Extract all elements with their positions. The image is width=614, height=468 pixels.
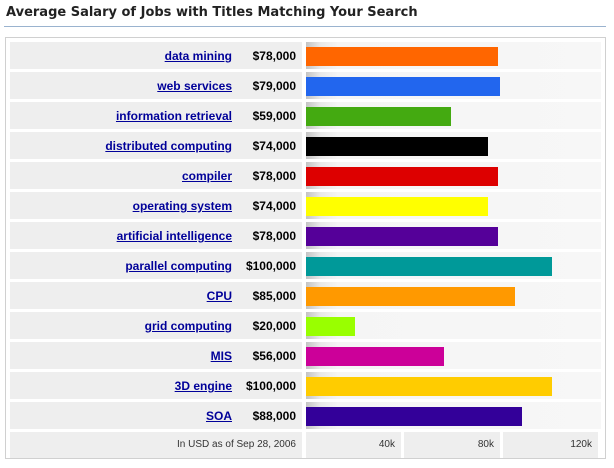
category-link-data-mining[interactable]: data mining bbox=[164, 49, 232, 63]
chart-frame: data mining $78,000 web services $79,000 inf… bbox=[5, 37, 606, 459]
bar-operating-system bbox=[306, 197, 488, 216]
row-label-cell: SOA $88,000 bbox=[10, 402, 302, 429]
x-tick-label: 80k bbox=[477, 439, 494, 450]
bar-compiler bbox=[306, 167, 498, 186]
row-label-cell: information retrieval $59,000 bbox=[10, 102, 302, 129]
bar-track bbox=[306, 342, 601, 369]
salary-value-label: $100,000 bbox=[245, 259, 296, 273]
salary-value-label: $85,000 bbox=[252, 289, 296, 303]
title-divider bbox=[4, 26, 606, 27]
salary-value-label: $78,000 bbox=[252, 169, 296, 183]
bar-track bbox=[306, 372, 601, 399]
category-link-3d-engine[interactable]: 3D engine bbox=[174, 379, 232, 393]
bar-track bbox=[306, 72, 601, 99]
category-link-artificial-intelligence[interactable]: artificial intelligence bbox=[116, 229, 232, 243]
category-link-information-retrieval[interactable]: information retrieval bbox=[115, 109, 232, 123]
bar-grid-computing bbox=[306, 317, 355, 336]
bar-parallel-computing bbox=[306, 257, 552, 276]
bar-row-parallel-computing: parallel computing $100,000 bbox=[10, 252, 601, 279]
row-label-cell: web services $79,000 bbox=[10, 72, 302, 99]
bar-row-3d-engine: 3D engine $100,000 bbox=[10, 372, 601, 399]
bar-row-data-mining: data mining $78,000 bbox=[10, 42, 601, 69]
category-link-cpu[interactable]: CPU bbox=[206, 289, 232, 303]
chart-title: Average Salary of Jobs with Titles Match… bbox=[6, 5, 418, 20]
category-link-operating-system[interactable]: operating system bbox=[132, 199, 232, 213]
bar-row-compiler: compiler $78,000 bbox=[10, 162, 601, 189]
bar-artificial-intelligence bbox=[306, 227, 498, 246]
salary-value-label: $20,000 bbox=[252, 319, 296, 333]
row-label-cell: data mining $78,000 bbox=[10, 42, 302, 69]
x-tick-label: 40k bbox=[378, 439, 395, 450]
salary-value-label: $78,000 bbox=[252, 229, 296, 243]
salary-value-label: $88,000 bbox=[252, 409, 296, 423]
salary-value-label: $56,000 bbox=[252, 349, 296, 363]
bar-web-services bbox=[306, 77, 500, 96]
category-link-distributed-computing[interactable]: distributed computing bbox=[105, 139, 232, 153]
bar-row-soa: SOA $88,000 bbox=[10, 402, 601, 429]
category-link-soa[interactable]: SOA bbox=[205, 409, 232, 423]
category-link-grid-computing[interactable]: grid computing bbox=[144, 319, 232, 333]
x-tick-cell: 80k bbox=[404, 432, 500, 458]
x-tick-cell: 120k bbox=[503, 432, 598, 458]
bar-row-web-services: web services $79,000 bbox=[10, 72, 601, 99]
bar-row-artificial-intelligence: artificial intelligence $78,000 bbox=[10, 222, 601, 249]
bar-track bbox=[306, 132, 601, 159]
bar-track bbox=[306, 222, 601, 249]
category-link-web-services[interactable]: web services bbox=[157, 79, 232, 93]
bar-track bbox=[306, 42, 601, 69]
footnote-text: In USD as of Sep 28, 2006 bbox=[177, 439, 296, 450]
bar-row-mis: MIS $56,000 bbox=[10, 342, 601, 369]
category-link-mis[interactable]: MIS bbox=[210, 349, 232, 363]
row-label-cell: operating system $74,000 bbox=[10, 192, 302, 219]
x-tick-cell: 40k bbox=[306, 432, 401, 458]
bar-distributed-computing bbox=[306, 137, 488, 156]
bar-mis bbox=[306, 347, 444, 366]
bar-row-distributed-computing: distributed computing $74,000 bbox=[10, 132, 601, 159]
salary-value-label: $100,000 bbox=[245, 379, 296, 393]
bar-3d-engine bbox=[306, 377, 552, 396]
bar-track bbox=[306, 162, 601, 189]
row-label-cell: MIS $56,000 bbox=[10, 342, 302, 369]
footnote-cell: In USD as of Sep 28, 2006 bbox=[10, 432, 302, 458]
salary-value-label: $74,000 bbox=[252, 139, 296, 153]
salary-value-label: $74,000 bbox=[252, 199, 296, 213]
bar-row-cpu: CPU $85,000 bbox=[10, 282, 601, 309]
bar-information-retrieval bbox=[306, 107, 451, 126]
bar-track bbox=[306, 102, 601, 129]
bar-track bbox=[306, 282, 601, 309]
salary-value-label: $59,000 bbox=[252, 109, 296, 123]
bar-track bbox=[306, 312, 601, 339]
salary-value-label: $78,000 bbox=[252, 49, 296, 63]
row-label-cell: distributed computing $74,000 bbox=[10, 132, 302, 159]
category-link-parallel-computing[interactable]: parallel computing bbox=[125, 259, 232, 273]
row-label-cell: CPU $85,000 bbox=[10, 282, 302, 309]
category-link-compiler[interactable]: compiler bbox=[181, 169, 232, 183]
bar-row-information-retrieval: information retrieval $59,000 bbox=[10, 102, 601, 129]
bar-track bbox=[306, 402, 601, 429]
bar-data-mining bbox=[306, 47, 498, 66]
bar-track bbox=[306, 192, 601, 219]
row-label-cell: artificial intelligence $78,000 bbox=[10, 222, 302, 249]
row-label-cell: parallel computing $100,000 bbox=[10, 252, 302, 279]
bar-cpu bbox=[306, 287, 515, 306]
x-tick-label: 120k bbox=[570, 439, 592, 450]
bar-row-grid-computing: grid computing $20,000 bbox=[10, 312, 601, 339]
row-label-cell: grid computing $20,000 bbox=[10, 312, 302, 339]
bar-row-operating-system: operating system $74,000 bbox=[10, 192, 601, 219]
row-label-cell: compiler $78,000 bbox=[10, 162, 302, 189]
bar-track bbox=[306, 252, 601, 279]
bar-soa bbox=[306, 407, 522, 426]
salary-value-label: $79,000 bbox=[252, 79, 296, 93]
row-label-cell: 3D engine $100,000 bbox=[10, 372, 302, 399]
